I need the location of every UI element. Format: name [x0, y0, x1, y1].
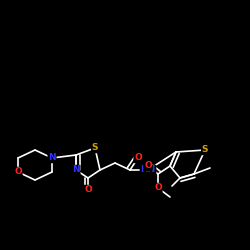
Text: O: O	[14, 168, 22, 176]
Text: O: O	[154, 184, 162, 192]
Text: O: O	[134, 154, 142, 162]
Text: N: N	[72, 166, 80, 174]
Text: S: S	[202, 146, 208, 154]
Text: N: N	[48, 154, 56, 162]
Text: S: S	[92, 144, 98, 152]
Text: O: O	[84, 186, 92, 194]
Text: O: O	[144, 162, 152, 170]
Text: HN: HN	[140, 166, 156, 174]
